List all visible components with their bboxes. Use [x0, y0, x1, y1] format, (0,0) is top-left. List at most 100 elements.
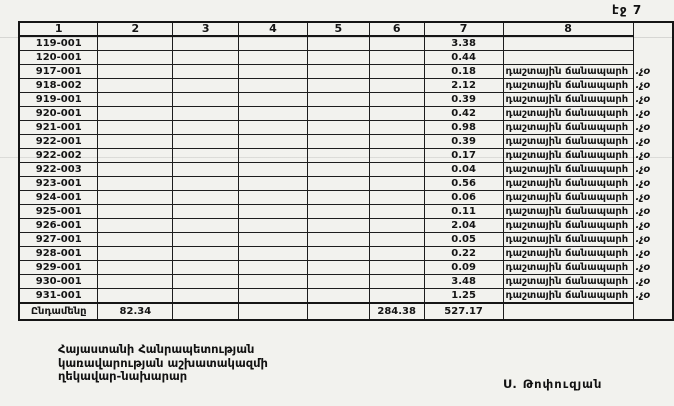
column-header-8: 8: [502, 21, 634, 37]
margin-note: [633, 36, 673, 51]
margin-note: .չօ: [635, 136, 651, 147]
total-col7-value: 527.17: [423, 302, 504, 321]
row-id: 918-002: [18, 78, 99, 93]
total-col2-value: 82.34: [97, 302, 174, 321]
road-type-label: դաշտային ճանապարհ: [502, 134, 634, 149]
area-value: 0.17: [423, 148, 504, 163]
area-value: 0.44: [423, 50, 504, 65]
table-row: 922-001 0.39 դաշտային ճանապարհ .չօ: [18, 134, 673, 149]
office-line-1: Հայաստանի Հանրապետության: [58, 342, 255, 356]
road-type-label: դաշտային ճանապարհ: [502, 148, 634, 163]
margin-note: .չօ: [635, 220, 651, 231]
area-value: 1.25: [423, 288, 504, 304]
column-header-3: 3: [172, 21, 240, 37]
row-id: 924-001: [18, 190, 99, 205]
parcel-table: 1 2 3 4 5 6 7 8 119-001 3.38 120-001 0.4…: [18, 21, 674, 321]
total-row: Ընդամենը 82.34 284.38 527.17: [18, 302, 673, 321]
margin-note: .չօ: [635, 66, 651, 77]
road-type-label: դաշտային ճանապարհ: [502, 274, 634, 289]
row-id: 917-001: [18, 64, 99, 79]
margin-note: .չօ: [635, 94, 651, 105]
margin-note: .չօ: [635, 234, 651, 245]
office-line-3: ղեկավար-նախարար: [58, 369, 188, 383]
total-col6-value: 284.38: [368, 302, 425, 321]
margin-note: .չօ: [635, 192, 651, 203]
table-row: 928-001 0.22 դաշտային ճանապարհ .չօ: [18, 246, 673, 261]
row-id: 920-001: [18, 106, 99, 121]
road-type-label: դաշտային ճանապարհ: [502, 176, 634, 191]
total-label: Ընդամենը: [18, 302, 99, 321]
table-row: 119-001 3.38: [18, 35, 673, 51]
row-id: 923-001: [18, 176, 99, 191]
column-header-5: 5: [306, 21, 370, 37]
road-type-label: դաշտային ճանապարհ: [502, 106, 634, 121]
table-row: 929-001 0.09 դաշտային ճանապարհ .չօ: [18, 260, 673, 275]
table-row: 922-003 0.04 դաշտային ճանապարհ .չօ: [18, 162, 673, 177]
road-type-label: դաշտային ճանապարհ: [502, 218, 634, 233]
office-line-2: կառավարության աշխատակազմի: [58, 355, 268, 370]
area-value: 2.04: [423, 218, 504, 233]
road-type-label: դաշտային ճանապարհ: [502, 288, 634, 304]
margin-note: .չօ: [635, 164, 651, 175]
row-id: 931-001: [18, 288, 99, 304]
table-row: 931-001 1.25 դաշտային ճանապարհ .չօ: [18, 288, 673, 304]
area-value: 0.18: [423, 64, 504, 79]
table-row: 917-001 0.18 դաշտային ճանապարհ .չօ: [18, 64, 673, 79]
row-id: 925-001: [18, 204, 99, 219]
row-id: 930-001: [18, 274, 99, 289]
road-type-label: դաշտային ճանապարհ: [502, 162, 634, 177]
column-header-6: 6: [368, 21, 425, 37]
row-id: 929-001: [18, 260, 99, 275]
table-row: 922-002 0.17 դաշտային ճանապարհ .չօ: [18, 148, 673, 163]
table-row: 919-001 0.39 դաշտային ճանապարհ .չօ: [18, 92, 673, 107]
area-value: 0.39: [423, 92, 504, 107]
margin-note: .չօ: [635, 80, 651, 91]
road-type-label: դաշտային ճանապարհ: [502, 92, 634, 107]
table-row: 120-001 0.44: [18, 50, 673, 65]
margin-note: .չօ: [635, 262, 651, 273]
area-value: 0.22: [423, 246, 504, 261]
row-id: 119-001: [18, 35, 99, 51]
row-id: 919-001: [18, 92, 99, 107]
table-row: 923-001 0.56 դաշտային ճանապարհ .չօ: [18, 176, 673, 191]
area-value: 0.39: [423, 134, 504, 149]
column-header-1: 1: [18, 21, 99, 37]
road-type-label: դաշտային ճանապարհ: [502, 78, 634, 93]
road-type-label: դաշտային ճանապարհ: [502, 64, 634, 79]
table-row: 925-001 0.11 դաշտային ճանապարհ .չօ: [18, 204, 673, 219]
road-type-label: դաշտային ճանապարհ: [502, 120, 634, 135]
row-id: 928-001: [18, 246, 99, 261]
row-id: 120-001: [18, 50, 99, 65]
margin-note: .չօ: [635, 248, 651, 259]
area-value: 0.56: [423, 176, 504, 191]
signature-name: Ս. Թոփուզյան: [503, 377, 603, 391]
table-row: 927-001 0.05 դաշտային ճանապարհ .չօ: [18, 232, 673, 247]
area-value: 2.12: [423, 78, 504, 93]
footer-office-title: Հայաստանի Հանրապետության կառավարության ա…: [58, 342, 268, 384]
table-row: 920-001 0.42 դաշտային ճանապարհ .չօ: [18, 106, 673, 121]
margin-spacer: [633, 22, 673, 36]
margin-note: .չօ: [635, 178, 651, 189]
area-value: 0.06: [423, 190, 504, 205]
margin-note: .չօ: [635, 122, 651, 133]
area-value: 0.11: [423, 204, 504, 219]
margin-note: .չօ: [635, 276, 651, 287]
road-type-label: [502, 50, 634, 65]
road-type-label: դաշտային ճանապարհ: [502, 204, 634, 219]
table-header-row: 1 2 3 4 5 6 7 8: [18, 21, 673, 37]
page-number: էջ 7: [612, 3, 643, 17]
column-header-7: 7: [423, 21, 504, 37]
row-id: 922-002: [18, 148, 99, 163]
area-value: 0.04: [423, 162, 504, 177]
margin-note: .չօ: [635, 108, 651, 119]
row-id: 927-001: [18, 232, 99, 247]
table-row: 918-002 2.12 դաշտային ճանապարհ .չօ: [18, 78, 673, 93]
area-value: 0.05: [423, 232, 504, 247]
column-header-2: 2: [97, 21, 174, 37]
row-id: 922-003: [18, 162, 99, 177]
road-type-label: դաշտային ճանապարհ: [502, 260, 634, 275]
column-header-4: 4: [238, 21, 308, 37]
table-row: 921-001 0.98 դաշտային ճանապարհ .չօ: [18, 120, 673, 135]
row-id: 921-001: [18, 120, 99, 135]
row-id: 922-001: [18, 134, 99, 149]
